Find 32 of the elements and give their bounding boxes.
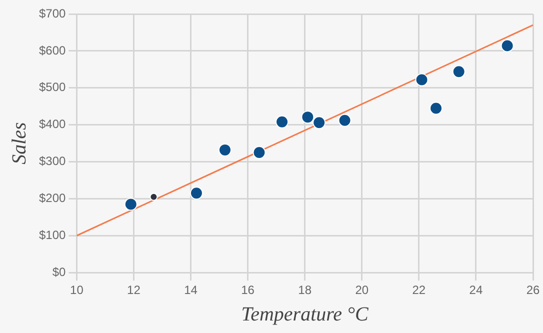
y-tick-label: $0 [52,264,66,279]
point [276,115,289,128]
point [218,143,232,156]
point [430,102,443,115]
x-axis-title: Temperature °C [241,303,370,326]
point [415,73,428,86]
x-tick-label: 12 [127,283,141,298]
point [312,116,326,130]
point [301,110,314,124]
x-tick-label: 14 [184,283,198,298]
point [338,114,352,127]
y-tick-label: $300 [38,154,66,168]
y-tick-label: $700 [38,6,66,20]
point [252,146,266,160]
point [150,192,158,201]
x-tick-label: 18 [298,283,312,298]
point [500,39,514,52]
y-tick-label: $200 [38,191,66,206]
x-tick-label: 26 [526,283,540,298]
x-tick-label: 22 [412,283,426,298]
y-tick-label: $600 [38,43,66,58]
x-tick-label: 16 [241,283,255,298]
y-tick-label: $500 [38,80,66,94]
y-axis-title: Sales [8,122,30,164]
y-tick-label: $100 [38,228,66,242]
point [124,198,138,211]
x-tick-label: 20 [355,283,369,298]
point [190,186,203,200]
x-tick-label: 10 [70,283,84,298]
y-tick-label: $400 [38,117,66,132]
x-tick-label: 24 [469,283,483,298]
point [452,65,466,78]
